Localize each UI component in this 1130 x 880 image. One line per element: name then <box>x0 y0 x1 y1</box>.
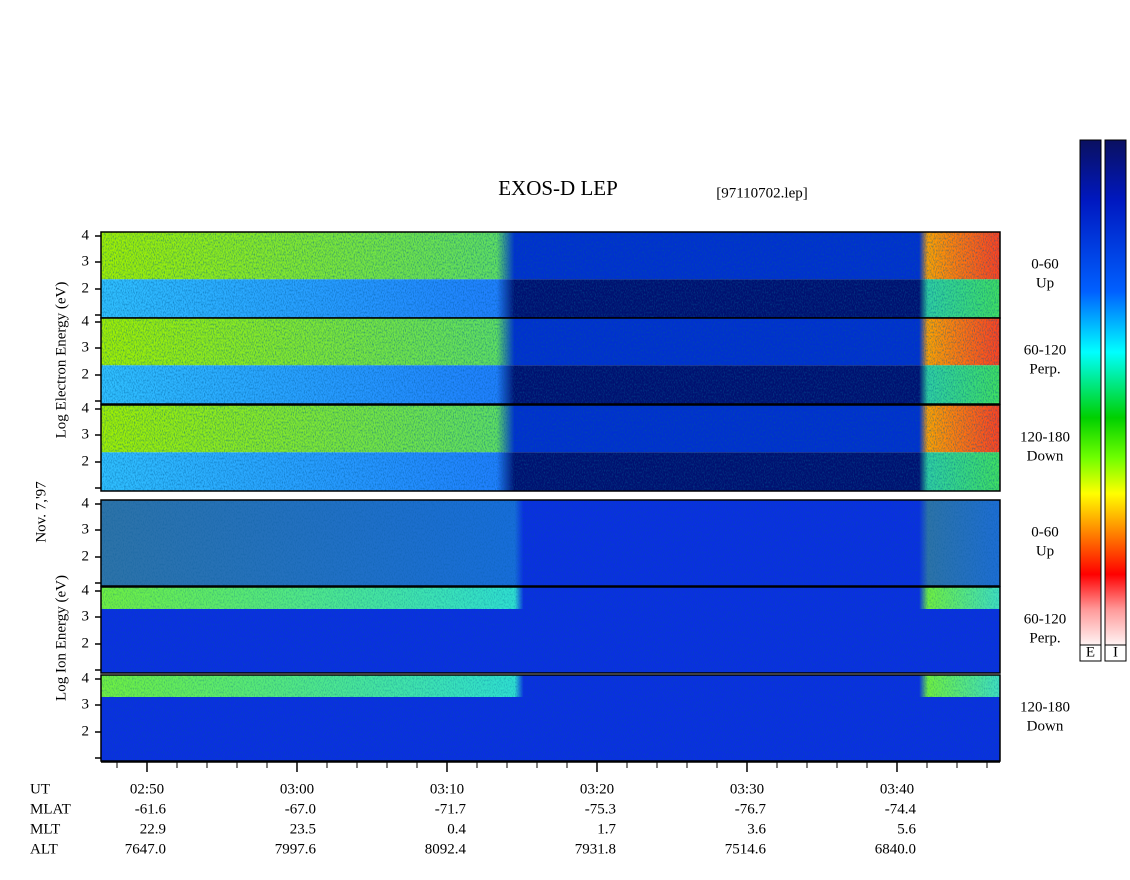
title: EXOS-D LEP <box>498 176 618 200</box>
row-value: -76.7 <box>735 801 767 817</box>
spectrogram-noise <box>101 318 1000 404</box>
row-value: 03:10 <box>430 781 464 797</box>
row-value: 03:30 <box>730 781 764 797</box>
row-value: 03:00 <box>280 781 314 797</box>
y-tick-label: 4 <box>82 313 90 329</box>
colorbar <box>1079 139 1102 646</box>
row-value: 7997.6 <box>275 841 317 857</box>
panel-sublabel: Up <box>1036 543 1054 559</box>
x-axis: UT 02:50 03:00 03:10 03:20 03:30 03:40 MLAT -61.… <box>30 761 1000 857</box>
colorbar-label-box <box>1104 644 1127 662</box>
panel-frame <box>100 674 1001 762</box>
row-value: 3.6 <box>747 821 766 837</box>
y-tick-label: 2 <box>82 548 90 564</box>
row-value: 8092.4 <box>425 841 467 857</box>
row-value: -67.0 <box>285 801 316 817</box>
colorbar <box>1104 139 1127 646</box>
colorbar-label-box <box>1079 644 1102 662</box>
panel-frame <box>100 317 1001 405</box>
y-tick-label: 3 <box>82 253 90 269</box>
date-label: Nov. 7,'97 <box>33 481 49 543</box>
file-name: [97110702.lep] <box>716 185 808 201</box>
panel-sublabel: Perp. <box>1029 630 1060 646</box>
y-tick-label: 2 <box>82 635 90 651</box>
row-value: 7514.6 <box>725 841 767 857</box>
row-name: UT <box>30 781 50 797</box>
panel-frame <box>100 404 1001 492</box>
colorbar-label: E <box>1086 644 1095 660</box>
panel-label: 60-120 <box>1024 342 1067 358</box>
y-tick-label: 4 <box>82 400 90 416</box>
electron-axis-label: Log Electron Energy (eV) <box>53 282 69 439</box>
row-value: 7931.8 <box>575 841 616 857</box>
row-value: 23.5 <box>290 821 316 837</box>
row-name: ALT <box>30 841 58 857</box>
spectrogram-noise <box>101 675 1000 761</box>
spectrogram-noise <box>101 587 1000 673</box>
y-tick-label: 4 <box>82 582 90 598</box>
spectrogram-noise <box>101 232 1000 318</box>
row-value: 1.7 <box>597 821 616 837</box>
row-value: 0.4 <box>447 821 466 837</box>
row-value: -74.4 <box>885 801 917 817</box>
y-tick-label: 2 <box>82 280 90 296</box>
y-tick-label: 4 <box>82 227 90 243</box>
y-tick-label: 3 <box>82 521 90 537</box>
panel-sublabel: Down <box>1027 718 1064 734</box>
row-value: 5.6 <box>897 821 916 837</box>
row-value: 7647.0 <box>125 841 166 857</box>
panel-label: 0-60 <box>1031 256 1059 272</box>
y-tick-label: 3 <box>82 608 90 624</box>
y-tick-label: 2 <box>82 723 90 739</box>
row-value: 03:20 <box>580 781 614 797</box>
row-value: -75.3 <box>585 801 616 817</box>
panel-sublabel: Down <box>1027 448 1064 464</box>
row-value: 02:50 <box>130 781 164 797</box>
y-tick-label: 3 <box>82 339 90 355</box>
row-name: MLAT <box>30 801 71 817</box>
panel-sublabel: Perp. <box>1029 361 1060 377</box>
y-tick-label: 4 <box>82 670 90 686</box>
row-value: -71.7 <box>435 801 467 817</box>
y-tick-label: 3 <box>82 426 90 442</box>
panel-sublabel: Up <box>1036 275 1054 291</box>
panel-label: 60-120 <box>1024 611 1067 627</box>
row-value: 03:40 <box>880 781 914 797</box>
panels: 4 3 2 0-60 Up 4 3 2 60-120 Perp. 4 3 2 120-180 Down 4 3 2… <box>82 227 1070 762</box>
spectrogram-noise <box>101 405 1000 491</box>
panel-label: 120-180 <box>1020 699 1070 715</box>
row-value: -61.6 <box>135 801 167 817</box>
colorbar-label: I <box>1113 644 1118 660</box>
row-value: 22.9 <box>140 821 166 837</box>
panel-frame <box>100 499 1001 587</box>
y-tick-label: 3 <box>82 696 90 712</box>
ion-axis-label: Log Ion Energy (eV) <box>53 575 69 701</box>
row-value: 6840.0 <box>875 841 916 857</box>
y-tick-label: 4 <box>82 495 90 511</box>
panel-label: 0-60 <box>1031 524 1059 540</box>
y-tick-label: 2 <box>82 366 90 382</box>
row-name: MLT <box>30 821 60 837</box>
panel-frame <box>100 586 1001 674</box>
y-tick-label: 2 <box>82 453 90 469</box>
spectrogram-noise <box>101 500 1000 586</box>
panel-label: 120-180 <box>1020 429 1070 445</box>
